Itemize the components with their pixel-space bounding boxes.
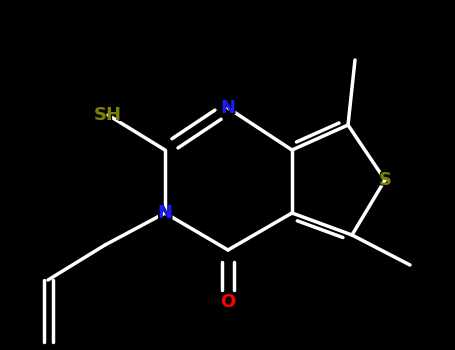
Text: S: S bbox=[379, 171, 391, 189]
Text: N: N bbox=[219, 98, 237, 118]
Text: SH: SH bbox=[91, 105, 125, 125]
Text: SH: SH bbox=[94, 106, 122, 124]
Text: N: N bbox=[221, 99, 236, 117]
Text: N: N bbox=[156, 203, 174, 223]
Text: N: N bbox=[157, 204, 172, 222]
Text: S: S bbox=[377, 170, 393, 190]
Text: O: O bbox=[218, 292, 238, 312]
Text: O: O bbox=[220, 293, 236, 311]
